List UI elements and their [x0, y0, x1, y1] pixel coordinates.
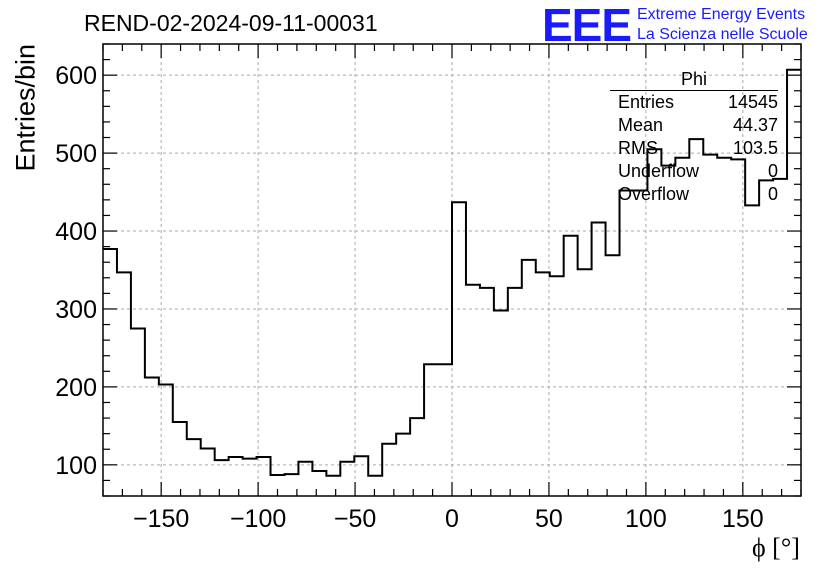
- histogram-bin: [243, 459, 257, 496]
- histogram-bin: [131, 328, 145, 496]
- stats-row-overflow: Overflow 0: [610, 183, 778, 206]
- eee-logo: EEE: [542, 0, 632, 51]
- histogram-bin: [424, 364, 438, 496]
- histogram-bin: [675, 158, 689, 496]
- x-tick-label: −50: [334, 505, 376, 533]
- histogram-bin: [745, 205, 759, 496]
- stats-label: RMS: [618, 138, 658, 158]
- histogram-bin: [661, 166, 675, 496]
- chart-title: REND-02-2024-09-11-00031: [84, 10, 378, 36]
- histogram-bin: [145, 378, 159, 496]
- histogram-bin: [229, 457, 243, 496]
- stats-row-rms: RMS 103.5: [610, 137, 778, 160]
- y-tick-label: 200: [55, 374, 97, 402]
- y-tick-label: 600: [55, 62, 97, 90]
- histogram-bin: [326, 476, 340, 496]
- histogram-line: [103, 68, 801, 477]
- histogram-bin: [564, 236, 578, 496]
- stats-label: Underflow: [618, 161, 700, 181]
- x-tick-label: 150: [722, 505, 764, 533]
- stats-row-underflow: Underflow 0: [610, 160, 778, 183]
- y-tick-label: 400: [55, 218, 97, 246]
- histogram-bin: [452, 202, 466, 496]
- histogram-bin: [103, 249, 117, 496]
- logo-line-1: Extreme Energy Events: [637, 6, 806, 23]
- stats-value: 14545: [727, 92, 778, 112]
- histogram-bin: [620, 191, 634, 496]
- x-tick-label: 100: [625, 505, 667, 533]
- histogram-bin: [438, 364, 452, 496]
- histogram-bin: [368, 476, 382, 496]
- x-tick-label: −150: [133, 505, 189, 533]
- x-tick-label: 50: [535, 505, 563, 533]
- histogram-bin: [201, 448, 215, 496]
- y-axis-label: Entries/bin: [10, 43, 41, 172]
- histogram-bin: [312, 471, 326, 496]
- histogram-bin: [298, 462, 312, 496]
- stats-value: 44.37: [732, 115, 778, 135]
- stats-row-entries: Entries 14545: [610, 91, 778, 114]
- histogram-bin: [787, 70, 801, 496]
- stats-value: 0: [767, 161, 778, 181]
- stats-row-mean: Mean 44.37: [610, 114, 778, 137]
- stats-title: Phi: [610, 68, 778, 91]
- histogram-bin: [536, 272, 550, 496]
- x-tick-label: −100: [230, 505, 286, 533]
- histogram-bin: [592, 222, 606, 496]
- histogram-bin: [773, 179, 787, 496]
- histogram-bin: [410, 418, 424, 496]
- y-tick-label: 300: [55, 296, 97, 324]
- x-axis-label: ϕ [°]: [752, 533, 800, 562]
- stats-value: 0: [767, 184, 778, 204]
- histogram-bin: [759, 180, 773, 496]
- histogram-bin: [633, 191, 647, 496]
- histogram-bin: [187, 439, 201, 496]
- y-tick-label: 500: [55, 140, 97, 168]
- stats-value: 103.5: [732, 138, 778, 158]
- histogram-bin: [717, 158, 731, 496]
- histogram-bin: [522, 260, 536, 496]
- stats-label: Entries: [618, 92, 675, 112]
- histogram-bin: [494, 311, 508, 496]
- x-tick-label: 0: [445, 505, 459, 533]
- histogram-bin: [117, 272, 131, 496]
- histogram-bin: [382, 444, 396, 496]
- histogram-bin: [466, 285, 480, 496]
- histogram-bin: [354, 456, 368, 496]
- logo-line-2: La Scienza nelle Scuole: [637, 26, 808, 43]
- y-tick-label: 100: [55, 452, 97, 480]
- histogram-bin: [340, 462, 354, 496]
- histogram-bin: [578, 269, 592, 496]
- histogram-bin: [173, 422, 187, 496]
- histogram-bin: [606, 255, 620, 496]
- stats-box: Phi Entries 14545 Mean 44.37 RMS 103.5 U…: [610, 68, 778, 206]
- stats-label: Overflow: [618, 184, 690, 204]
- stats-label: Mean: [618, 115, 664, 135]
- histogram-bin: [215, 460, 229, 496]
